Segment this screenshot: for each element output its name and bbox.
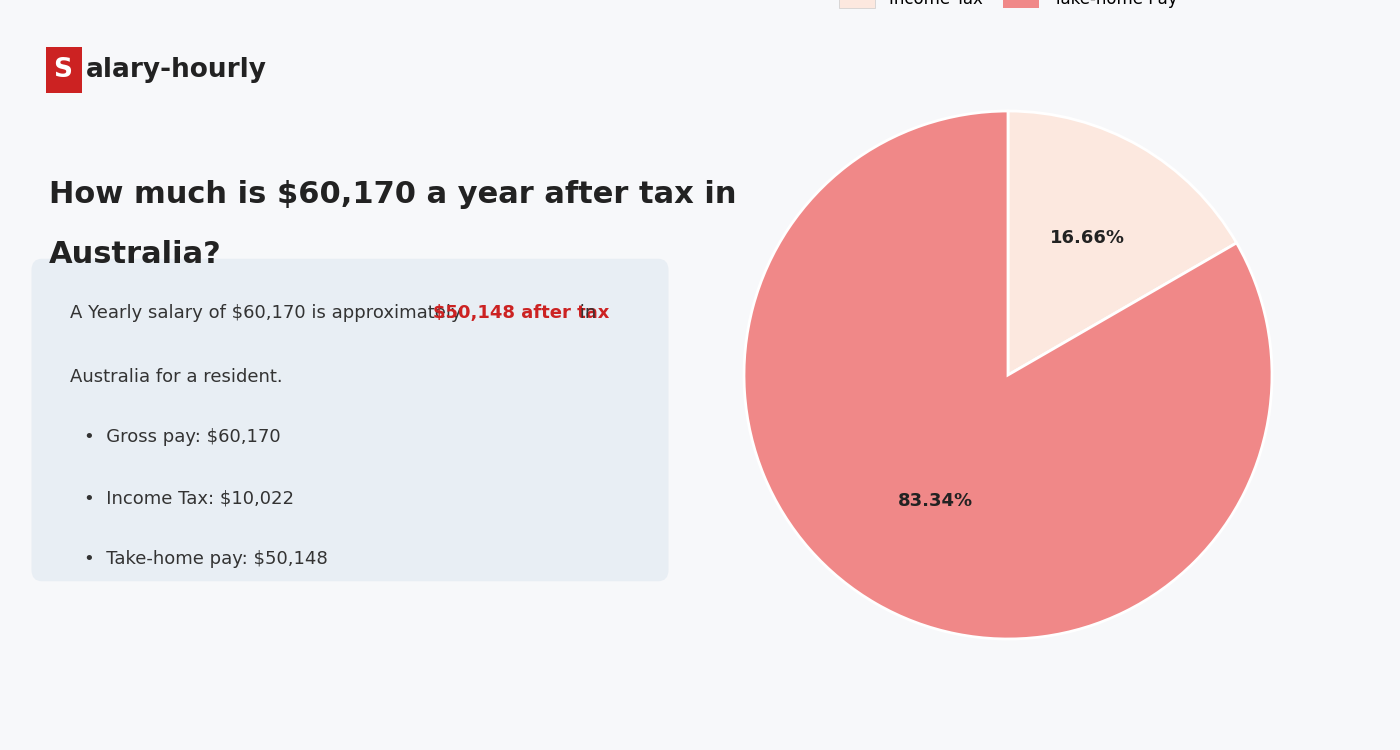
Text: A Yearly salary of $60,170 is approximately: A Yearly salary of $60,170 is approximat…: [70, 304, 468, 322]
Text: $50,148 after tax: $50,148 after tax: [434, 304, 610, 322]
Text: alary-hourly: alary-hourly: [85, 57, 266, 82]
Text: •  Take-home pay: $50,148: • Take-home pay: $50,148: [84, 550, 328, 568]
Text: How much is $60,170 a year after tax in: How much is $60,170 a year after tax in: [49, 180, 736, 209]
Text: Australia?: Australia?: [49, 240, 221, 269]
Text: 16.66%: 16.66%: [1050, 229, 1124, 247]
Text: in: in: [574, 304, 596, 322]
Text: S: S: [53, 57, 73, 82]
Text: •  Gross pay: $60,170: • Gross pay: $60,170: [84, 427, 280, 445]
FancyBboxPatch shape: [45, 46, 81, 93]
Text: 83.34%: 83.34%: [897, 492, 973, 510]
FancyBboxPatch shape: [31, 259, 669, 581]
Text: •  Income Tax: $10,022: • Income Tax: $10,022: [84, 489, 294, 507]
Legend: Income Tax, Take-home Pay: Income Tax, Take-home Pay: [830, 0, 1186, 16]
Wedge shape: [743, 111, 1273, 639]
Text: Australia for a resident.: Australia for a resident.: [70, 368, 283, 386]
Wedge shape: [1008, 111, 1236, 375]
